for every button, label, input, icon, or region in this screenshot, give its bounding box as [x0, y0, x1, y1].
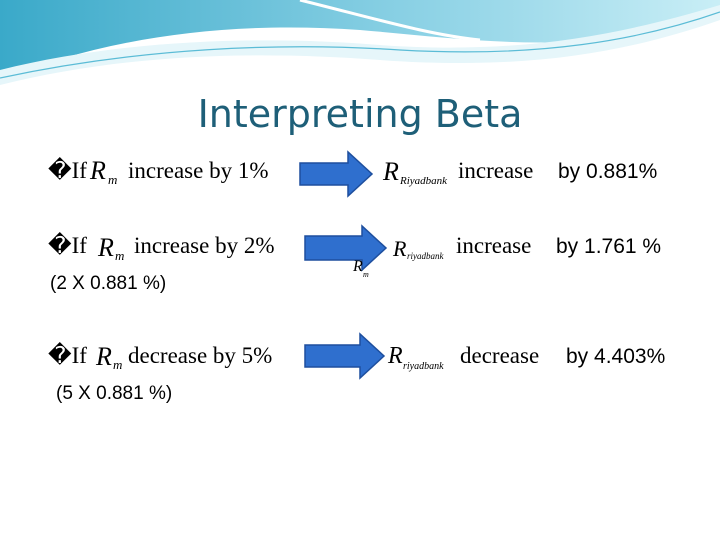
subscript: m [113, 357, 123, 372]
title: Interpreting Beta [197, 92, 523, 136]
result-amount: by 1.761 % [556, 235, 662, 258]
wave-line [0, 11, 720, 79]
symbol: R [353, 258, 363, 275]
bullet: �If [48, 233, 87, 258]
result-verb: increase [458, 158, 534, 183]
wave-highlight [299, 0, 481, 42]
subscript: m [115, 248, 125, 263]
symbol: R [383, 157, 399, 186]
condition: increase by 1% [128, 158, 269, 183]
bullet: �If [48, 343, 87, 368]
symbol: R [393, 236, 407, 261]
symbol: R [98, 233, 114, 262]
result-amount: by 4.403% [566, 345, 666, 368]
arrow [304, 332, 386, 380]
subscript: riyadbank [407, 251, 444, 261]
condition: increase by 2% [134, 233, 275, 258]
header-wave-light [0, 5, 720, 85]
header-wave [0, 0, 720, 80]
subscript: m [108, 172, 118, 187]
note: (5 X 0.881 %) [56, 383, 173, 404]
arrow [299, 150, 374, 198]
result-verb: decrease [460, 343, 540, 368]
symbol: R [96, 342, 112, 371]
subscript: Riyadbank [400, 175, 448, 187]
symbol: R [388, 343, 403, 369]
symbol: R [90, 156, 106, 185]
condition: decrease by 5% [128, 343, 273, 368]
note: (2 X 0.881 %) [50, 273, 167, 294]
result-verb: increase [456, 233, 532, 258]
subscript: riyadbank [403, 361, 444, 372]
arrow [304, 224, 388, 272]
subscript: m [363, 270, 369, 279]
bullet: �If [48, 158, 87, 183]
result-amount: by 0.881% [558, 160, 658, 183]
